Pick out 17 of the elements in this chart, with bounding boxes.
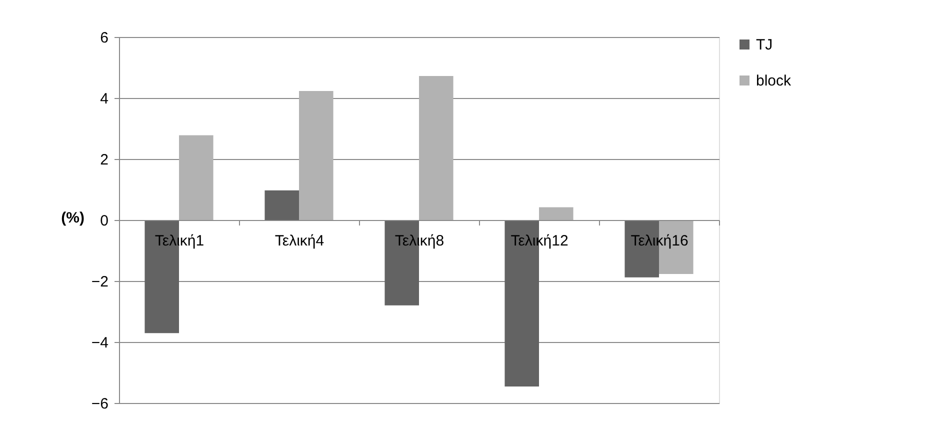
bar: [539, 207, 574, 220]
y-axis-title: (%): [61, 210, 85, 226]
bar: [299, 90, 334, 220]
bar: [419, 76, 454, 220]
y-tick-label: 6: [100, 30, 108, 46]
x-tick-label: Τελική16: [630, 232, 688, 250]
y-tick-label: 2: [100, 152, 108, 168]
bar: [179, 135, 214, 220]
y-tick-label: −6: [91, 396, 108, 412]
legend-label: TJ: [756, 36, 773, 54]
legend-label: block: [756, 72, 792, 90]
y-tick-label: 4: [100, 90, 108, 108]
x-tick-label: Τελική4: [274, 232, 324, 250]
y-tick-label: −2: [91, 274, 108, 290]
y-tick-label: −4: [91, 334, 108, 352]
bar: [264, 190, 299, 220]
y-tick-label: 0: [100, 212, 108, 230]
